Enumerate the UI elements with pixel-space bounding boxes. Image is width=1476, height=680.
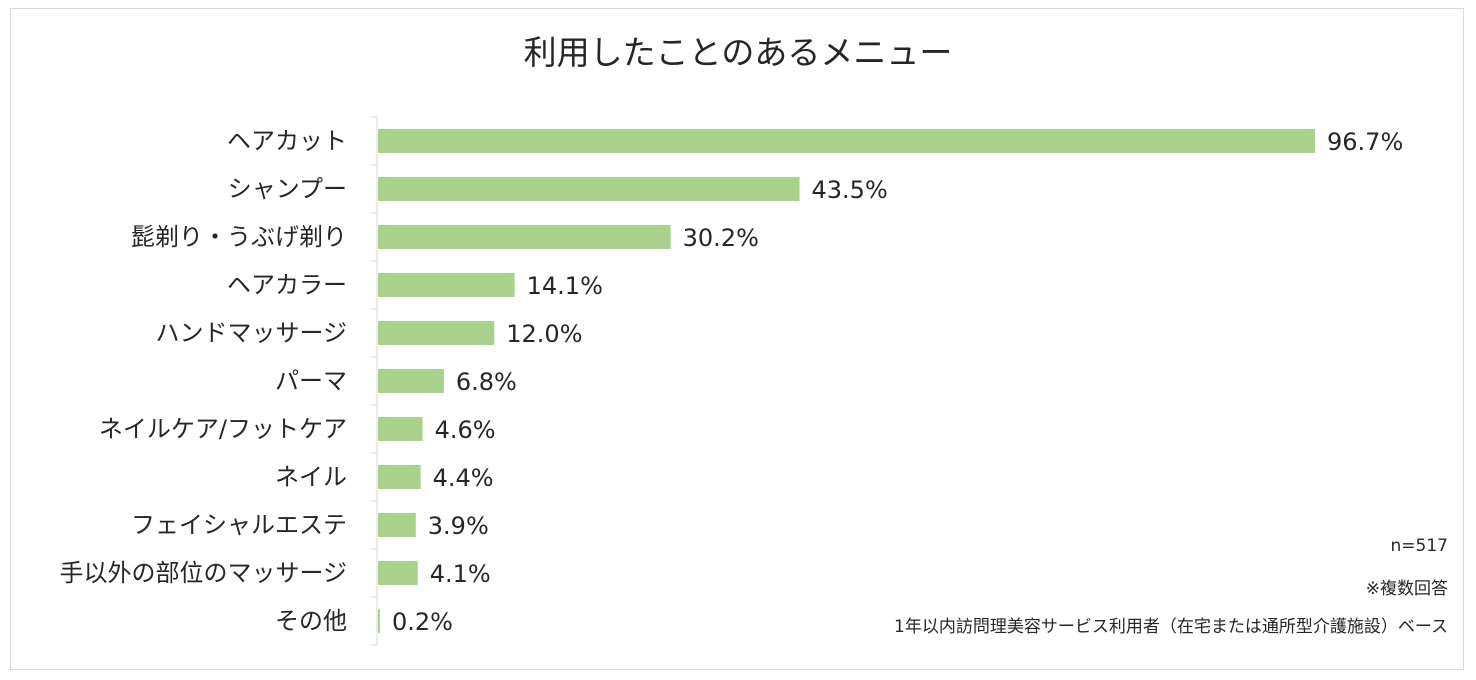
bar [378,513,416,537]
value-label: 4.4% [433,464,494,492]
value-label: 0.2% [392,608,453,636]
multiple-answer-note: ※複数回答 [1365,579,1448,599]
bar [378,561,418,585]
bar [378,273,515,297]
value-label: 43.5% [812,176,888,204]
category-label: ハンドマッサージ [155,319,347,347]
bar [378,417,423,441]
value-label: 12.0% [506,320,582,348]
category-label: ヘアカット [227,127,347,155]
sample-size-note: n=517 [1390,536,1448,556]
category-label: シャンプー [228,175,347,203]
base-note: 1年以内訪問理美容サービス利用者（在宅または通所型介護施設）ベース [894,617,1448,637]
chart-frame [10,8,1464,670]
category-label: フェイシャルエステ [131,511,347,539]
bar [378,129,1315,153]
category-label: 髭剃り・うぶげ剃り [131,223,347,251]
bar [378,177,800,201]
bar [378,225,671,249]
category-label: 手以外の部位のマッサージ [59,559,347,587]
category-label: ネイル [275,463,347,491]
value-label: 3.9% [428,512,489,540]
value-label: 4.1% [430,560,491,588]
value-label: 6.8% [456,368,517,396]
chart-title: 利用したことのあるメニュー [523,33,953,72]
bar [378,369,444,393]
bar [378,321,495,345]
value-label: 96.7% [1327,128,1403,156]
bar [378,465,421,489]
value-label: 30.2% [683,224,759,252]
bar [378,609,380,633]
category-label: ネイルケア/フットケア [99,415,347,443]
category-label: ヘアカラー [227,271,347,299]
category-label: パーマ [275,367,347,395]
value-label: 14.1% [527,272,603,300]
category-label: その他 [275,607,347,635]
value-label: 4.6% [435,416,496,444]
